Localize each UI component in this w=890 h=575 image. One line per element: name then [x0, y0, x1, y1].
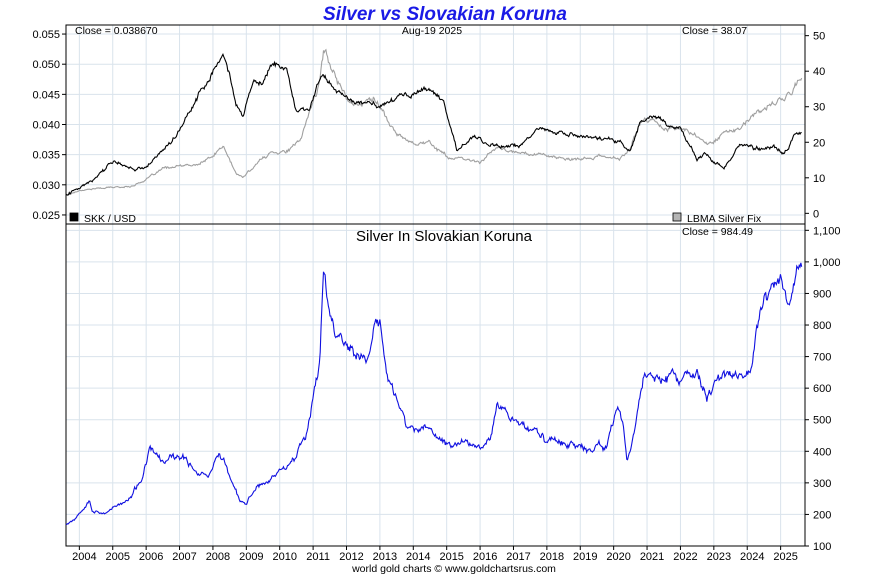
left-close-label: Close = 0.038670: [75, 25, 158, 37]
x-tick-label: 2005: [106, 551, 130, 563]
right-tick-label: 10: [813, 173, 825, 185]
x-tick-label: 2022: [673, 551, 697, 563]
right-tick-label: 50: [813, 31, 825, 43]
x-tick-label: 2007: [172, 551, 196, 563]
bottom-right-tick-label: 100: [813, 541, 831, 553]
series-silver-in-skk-line: [65, 262, 803, 526]
left-tick-label: 0.040: [32, 120, 60, 132]
bottom-right-axis: 100 200 300 400 500 600 700 800 900 1,000 1,100: [805, 225, 841, 553]
x-tick-label: 2017: [506, 551, 530, 563]
bottom-right-tick-label: 900: [813, 288, 831, 300]
x-tick-label: 2015: [439, 551, 463, 563]
bottom-panel: 100 200 300 400 500 600 700 800 900 1,000 1,100 20…: [65, 223, 841, 563]
bottom-grid: [66, 224, 805, 547]
x-tick-label: 2018: [540, 551, 564, 563]
x-tick-label: 2016: [473, 551, 497, 563]
x-tick-label: 2011: [306, 551, 330, 563]
x-tick-label: 2006: [139, 551, 163, 563]
x-tick-label: 2025: [773, 551, 797, 563]
left-tick-label: 0.045: [32, 89, 60, 101]
series-lbma-silver-fix-line: [65, 48, 803, 197]
right-tick-label: 40: [813, 66, 825, 78]
top-series: [65, 48, 803, 197]
footer-credit: world gold charts © www.goldchartsrus.co…: [351, 563, 556, 575]
right-tick-label: 20: [813, 137, 825, 149]
x-tick-label: 2012: [339, 551, 363, 563]
bottom-close-label: Close = 984.49: [682, 226, 753, 238]
top-panel: 0.025 0.030 0.035 0.040 0.045 0.050 0.055 0 10 2…: [32, 4, 825, 225]
x-tick-label: 2008: [206, 551, 230, 563]
x-axis: 2004 2005 2006 2007 2008 2009 2010 2011 2012 2013…: [72, 546, 798, 563]
bottom-panel-frame: [65, 223, 806, 547]
right-close-label: Close = 38.07: [682, 25, 747, 37]
bottom-right-tick-label: 700: [813, 352, 831, 364]
x-tick-label: 2013: [373, 551, 397, 563]
left-tick-label: 0.025: [32, 210, 60, 222]
x-tick-label: 2009: [239, 551, 263, 563]
bottom-right-tick-label: 500: [813, 415, 831, 427]
chart-title: Silver vs Slovakian Koruna: [323, 4, 567, 25]
left-tick-label: 0.035: [32, 150, 60, 162]
bottom-series: [65, 262, 803, 526]
bottom-chart-title: Silver In Slovakian Koruna: [356, 228, 533, 245]
top-right-axis: 0 10 20 30 40 50: [805, 31, 825, 220]
right-tick-label: 0: [813, 208, 819, 220]
x-tick-label: 2024: [740, 551, 764, 563]
x-tick-label: 2004: [72, 551, 96, 563]
legend-left: SKK / USD: [69, 212, 136, 225]
bottom-right-tick-label: 1,100: [813, 225, 841, 237]
legend-left-label: SKK / USD: [84, 213, 136, 225]
legend-right: LBMA Silver Fix: [672, 212, 762, 225]
legend-left-swatch: [69, 212, 79, 222]
bottom-right-tick-label: 1,000: [813, 257, 841, 269]
bottom-right-tick-label: 300: [813, 478, 831, 490]
x-tick-label: 2010: [272, 551, 296, 563]
legend-right-label: LBMA Silver Fix: [687, 213, 762, 225]
x-tick-label: 2020: [606, 551, 630, 563]
x-tick-label: 2021: [640, 551, 664, 563]
left-tick-label: 0.030: [32, 180, 60, 192]
right-tick-label: 30: [813, 102, 825, 114]
x-tick-label: 2019: [573, 551, 597, 563]
date-label: Aug-19 2025: [402, 25, 462, 37]
left-tick-label: 0.055: [32, 29, 60, 41]
legend-right-swatch: [672, 212, 682, 222]
bottom-right-tick-label: 600: [813, 383, 831, 395]
series-skk-usd-line: [65, 52, 802, 196]
x-tick-label: 2014: [406, 551, 430, 563]
bottom-right-tick-label: 200: [813, 509, 831, 521]
bottom-right-tick-label: 800: [813, 320, 831, 332]
x-tick-label: 2023: [707, 551, 731, 563]
top-left-axis: 0.025 0.030 0.035 0.040 0.045 0.050 0.055: [32, 29, 66, 222]
bottom-right-tick-label: 400: [813, 446, 831, 458]
left-tick-label: 0.050: [32, 59, 60, 71]
top-grid: [66, 25, 805, 224]
